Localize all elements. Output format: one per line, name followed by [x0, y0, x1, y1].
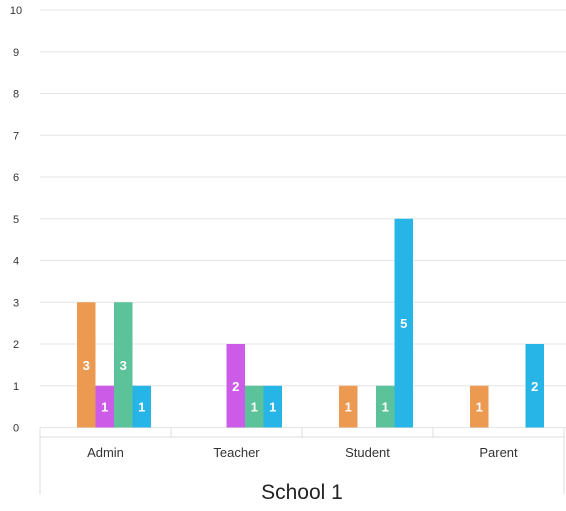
bar-student-series-3	[376, 385, 395, 428]
data-label: 1	[345, 400, 352, 415]
bars	[77, 218, 544, 428]
x-axis-categories: Admin Teacher Student Parent	[87, 445, 518, 460]
data-label: 5	[400, 316, 407, 331]
bar-admin-series-3	[114, 302, 133, 428]
y-tick-label: 2	[13, 339, 19, 351]
bar-parent-series-4	[525, 344, 544, 428]
bar-admin-series-1	[77, 302, 96, 428]
y-tick-label: 7	[13, 130, 19, 142]
bar-teacher-series-4	[263, 385, 282, 428]
data-label: 1	[251, 400, 258, 415]
bar-admin-series-2	[95, 385, 114, 428]
data-label: 1	[138, 400, 145, 415]
x-category-label: Student	[345, 445, 390, 460]
y-tick-label: 4	[13, 256, 19, 268]
bar-parent-series-1	[470, 385, 489, 428]
y-tick-label: 1	[13, 381, 19, 393]
y-axis-ticks: 0 1 2 3 4 5 6 7 8 9 10	[10, 5, 22, 435]
y-tick-label: 9	[13, 47, 19, 59]
data-label: 1	[382, 400, 389, 415]
bar-admin-series-4	[132, 385, 151, 428]
y-tick-label: 0	[13, 423, 19, 435]
bar-student-series-1	[339, 385, 358, 428]
data-label: 1	[269, 400, 276, 415]
y-tick-label: 6	[13, 172, 19, 184]
x-category-label: Teacher	[213, 445, 260, 460]
bar-student-series-4	[394, 218, 413, 428]
y-tick-label: 8	[13, 89, 19, 101]
data-label: 1	[476, 400, 483, 415]
bar-teacher-series-3	[245, 385, 264, 428]
y-tick-label: 5	[13, 214, 19, 226]
data-label: 2	[232, 379, 239, 394]
data-label: 2	[531, 379, 538, 394]
category-axis-frame	[39, 428, 565, 494]
data-label: 3	[120, 358, 127, 373]
data-label: 1	[101, 400, 108, 415]
y-tick-label: 3	[13, 297, 19, 309]
x-category-label: Admin	[87, 445, 124, 460]
data-label: 3	[83, 358, 90, 373]
bar-teacher-series-2	[226, 344, 245, 428]
y-tick-label: 10	[10, 5, 22, 17]
x-axis-group-label: School 1	[261, 481, 343, 504]
x-category-label: Parent	[479, 445, 518, 460]
